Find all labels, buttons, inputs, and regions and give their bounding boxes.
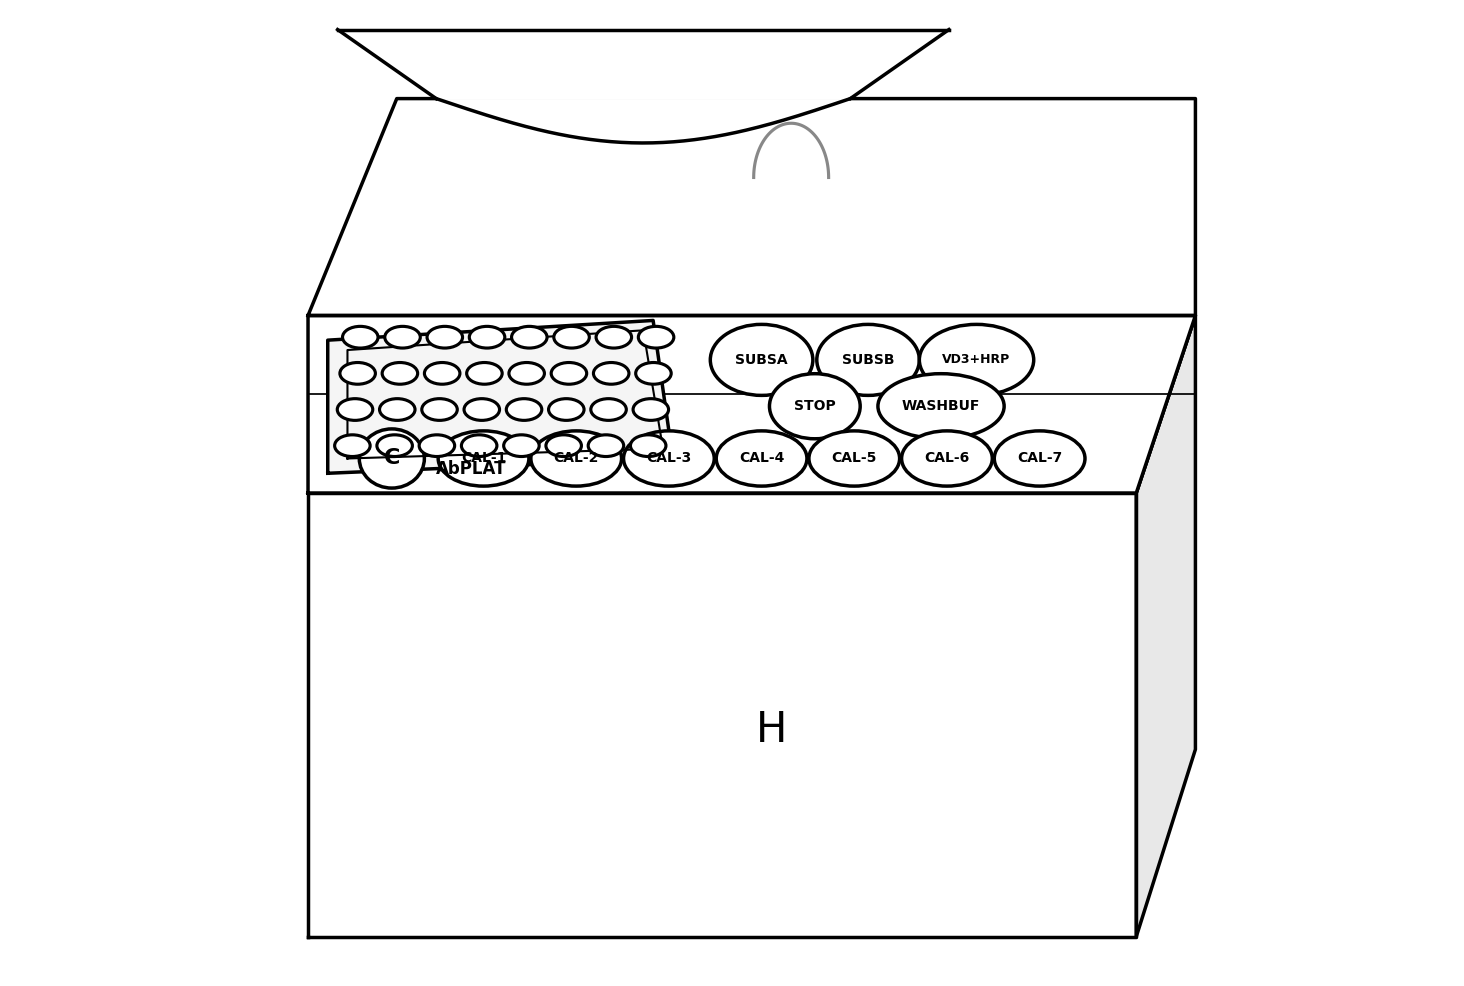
Ellipse shape bbox=[596, 326, 631, 348]
Polygon shape bbox=[307, 316, 1196, 493]
Ellipse shape bbox=[343, 326, 378, 348]
Ellipse shape bbox=[511, 326, 548, 348]
Ellipse shape bbox=[461, 435, 496, 457]
Text: CAL-2: CAL-2 bbox=[553, 452, 599, 465]
Ellipse shape bbox=[427, 326, 463, 348]
Text: CAL-1: CAL-1 bbox=[461, 452, 507, 465]
Ellipse shape bbox=[994, 431, 1085, 486]
Ellipse shape bbox=[531, 431, 622, 486]
Ellipse shape bbox=[507, 398, 542, 420]
Ellipse shape bbox=[817, 324, 919, 395]
Ellipse shape bbox=[335, 435, 370, 457]
Ellipse shape bbox=[376, 435, 413, 457]
Ellipse shape bbox=[553, 326, 590, 348]
Ellipse shape bbox=[419, 435, 455, 457]
Ellipse shape bbox=[591, 398, 627, 420]
Ellipse shape bbox=[632, 398, 669, 420]
Polygon shape bbox=[328, 320, 673, 473]
Ellipse shape bbox=[550, 363, 587, 385]
Ellipse shape bbox=[464, 398, 499, 420]
Ellipse shape bbox=[382, 363, 417, 385]
Text: AbPLAT: AbPLAT bbox=[435, 460, 507, 478]
Text: H: H bbox=[755, 709, 788, 750]
Ellipse shape bbox=[593, 363, 630, 385]
Ellipse shape bbox=[589, 435, 624, 457]
Text: SUBSB: SUBSB bbox=[842, 353, 895, 367]
Ellipse shape bbox=[359, 429, 425, 488]
Text: CAL-5: CAL-5 bbox=[832, 452, 877, 465]
Ellipse shape bbox=[340, 363, 375, 385]
Ellipse shape bbox=[425, 363, 460, 385]
Ellipse shape bbox=[878, 374, 1004, 439]
Polygon shape bbox=[1136, 316, 1196, 937]
Text: STOP: STOP bbox=[793, 399, 836, 413]
Ellipse shape bbox=[549, 398, 584, 420]
Ellipse shape bbox=[902, 431, 993, 486]
Text: CAL-4: CAL-4 bbox=[739, 452, 785, 465]
Ellipse shape bbox=[810, 431, 899, 486]
Text: CAL-7: CAL-7 bbox=[1017, 452, 1063, 465]
Ellipse shape bbox=[337, 398, 373, 420]
Ellipse shape bbox=[546, 435, 581, 457]
Text: CAL-6: CAL-6 bbox=[924, 452, 969, 465]
Ellipse shape bbox=[919, 324, 1034, 395]
Ellipse shape bbox=[635, 363, 671, 385]
Ellipse shape bbox=[438, 431, 529, 486]
Ellipse shape bbox=[467, 363, 502, 385]
Text: C: C bbox=[384, 449, 400, 468]
Ellipse shape bbox=[504, 435, 539, 457]
Polygon shape bbox=[307, 99, 1196, 316]
Ellipse shape bbox=[470, 326, 505, 348]
Polygon shape bbox=[347, 330, 663, 458]
Polygon shape bbox=[307, 493, 1136, 937]
Ellipse shape bbox=[624, 431, 714, 486]
Text: VD3+HRP: VD3+HRP bbox=[943, 353, 1010, 367]
Ellipse shape bbox=[770, 374, 861, 439]
Ellipse shape bbox=[631, 435, 666, 457]
Ellipse shape bbox=[385, 326, 420, 348]
Text: SUBSA: SUBSA bbox=[735, 353, 788, 367]
Polygon shape bbox=[338, 30, 949, 99]
Text: CAL-3: CAL-3 bbox=[646, 452, 691, 465]
Ellipse shape bbox=[379, 398, 414, 420]
Text: WASHBUF: WASHBUF bbox=[902, 399, 981, 413]
Ellipse shape bbox=[716, 431, 807, 486]
Ellipse shape bbox=[638, 326, 673, 348]
Polygon shape bbox=[307, 316, 1196, 493]
Ellipse shape bbox=[509, 363, 545, 385]
Ellipse shape bbox=[710, 324, 813, 395]
Ellipse shape bbox=[422, 398, 457, 420]
